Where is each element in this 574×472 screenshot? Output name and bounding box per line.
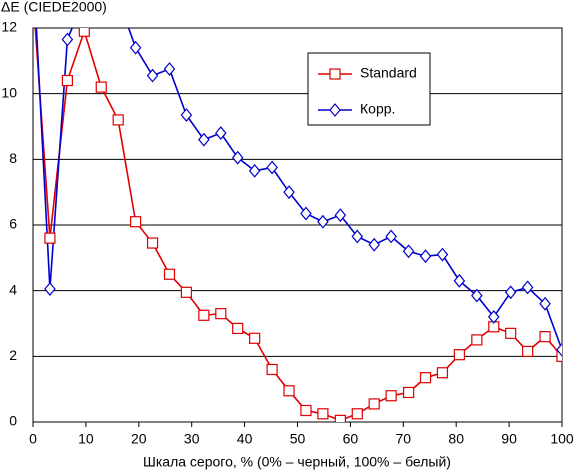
- series-line: [34, 28, 562, 422]
- legend-label: Корр.: [360, 101, 395, 117]
- x-tick-label: 10: [78, 431, 94, 447]
- plot-frame: [32, 27, 563, 423]
- x-tick-label: 30: [184, 431, 200, 447]
- marker: [180, 108, 193, 122]
- marker: [453, 349, 465, 361]
- marker: [317, 214, 329, 229]
- marker: [505, 327, 517, 339]
- marker: [266, 363, 278, 376]
- y-tick-label: 4: [9, 281, 17, 297]
- marker: [436, 367, 449, 379]
- x-tick-label: 90: [501, 431, 517, 447]
- marker: [402, 244, 415, 259]
- marker: [334, 414, 346, 422]
- marker: [44, 282, 56, 296]
- marker: [113, 0, 123, 4]
- marker: [329, 103, 341, 117]
- marker: [146, 237, 159, 249]
- marker: [300, 404, 312, 417]
- marker: [385, 229, 397, 244]
- marker: [283, 385, 295, 397]
- y-tick-label: 0: [9, 413, 17, 429]
- marker: [112, 114, 124, 126]
- marker: [300, 206, 312, 221]
- x-tick-label: 20: [131, 431, 147, 447]
- marker: [44, 232, 56, 244]
- marker: [556, 350, 562, 362]
- marker: [419, 249, 432, 264]
- marker: [130, 216, 142, 228]
- marker: [522, 345, 534, 358]
- x-tick-label: 0: [29, 431, 37, 447]
- marker: [61, 32, 74, 47]
- marker: [521, 280, 534, 295]
- marker: [351, 229, 364, 244]
- chart-title: ΔE (CIEDE2000): [1, 0, 107, 15]
- marker: [419, 372, 432, 384]
- marker: [351, 408, 363, 420]
- y-tick-label: 2: [9, 347, 17, 363]
- marker: [283, 185, 295, 200]
- marker: [329, 68, 341, 80]
- marker: [556, 342, 562, 357]
- marker: [317, 408, 329, 420]
- x-tick-label: 40: [237, 431, 253, 447]
- y-tick-label: 12: [1, 19, 17, 35]
- marker: [129, 40, 142, 55]
- x-tick-label: 50: [290, 431, 306, 447]
- marker: [163, 62, 176, 76]
- marker: [368, 398, 380, 410]
- x-tick-label: 60: [343, 431, 359, 447]
- marker: [163, 268, 176, 280]
- x-axis-label: Шкала серого, % (0% – черный, 100% – бел…: [143, 454, 451, 470]
- marker: [231, 150, 244, 165]
- marker: [453, 273, 466, 288]
- marker: [95, 81, 107, 93]
- x-tick-label: 70: [396, 431, 412, 447]
- marker: [487, 309, 500, 324]
- marker: [266, 160, 278, 175]
- legend-box: [307, 52, 431, 126]
- x-tick-label: 80: [448, 431, 464, 447]
- marker: [471, 288, 483, 303]
- x-tick-label: 100: [550, 431, 574, 447]
- legend-label: Standard: [360, 65, 417, 81]
- marker: [368, 237, 380, 252]
- marker: [248, 163, 261, 178]
- y-tick-label: 8: [9, 150, 17, 166]
- marker: [436, 247, 449, 262]
- marker: [471, 334, 483, 346]
- marker: [198, 309, 210, 321]
- series-line: [35, 28, 562, 351]
- marker: [385, 390, 397, 402]
- marker: [539, 296, 551, 311]
- marker: [215, 126, 227, 141]
- marker: [249, 332, 261, 344]
- marker: [180, 286, 193, 298]
- y-tick-label: 6: [9, 216, 17, 232]
- marker: [146, 68, 159, 83]
- marker: [215, 308, 227, 320]
- marker: [232, 322, 244, 335]
- plot-area: [34, 0, 562, 422]
- marker: [539, 331, 551, 343]
- marker: [334, 208, 347, 223]
- marker: [504, 285, 517, 300]
- marker: [198, 132, 210, 147]
- marker: [78, 28, 90, 37]
- marker: [402, 386, 415, 399]
- marker: [61, 74, 73, 87]
- y-tick-label: 10: [1, 84, 17, 100]
